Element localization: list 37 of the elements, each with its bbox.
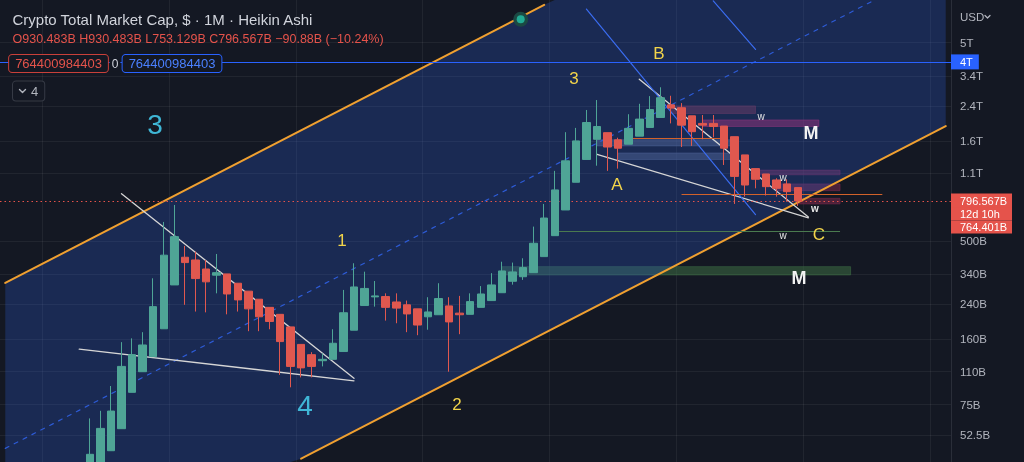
annotation: 2	[452, 394, 462, 414]
annotation: w	[778, 229, 788, 241]
y-tick-label: 160B	[960, 333, 988, 346]
annotation: C	[812, 224, 826, 244]
y-tick-label: 2.4T	[960, 99, 984, 112]
annotation: w	[756, 110, 766, 122]
ref-line-label: 796.567B	[960, 195, 1008, 208]
annotation: 4	[31, 83, 39, 99]
text: 764.401B	[960, 221, 1008, 233]
text: 12d 10h	[960, 208, 1000, 220]
y-tick-label: 500B	[960, 235, 988, 248]
annotation: 0	[111, 56, 119, 71]
ref-line-label: 4T	[960, 55, 974, 68]
y-tick-label: 340B	[960, 268, 988, 281]
annotation: A	[611, 174, 624, 194]
annotation: 764400984403	[128, 56, 216, 71]
annotation: 4	[297, 389, 313, 421]
y-tick-label: 5T	[960, 36, 974, 49]
annotation: w	[778, 171, 788, 183]
annotation: 3	[147, 108, 163, 140]
annotation: B	[653, 43, 665, 63]
text: O930.483B H930.483B L753.129B C796.567B −90.88B (−10.24%)	[12, 31, 384, 46]
y-tick-label: 75B	[960, 398, 981, 411]
annotation: M	[791, 268, 807, 288]
annotation: 3	[569, 68, 579, 88]
y-tick-label: 240B	[960, 298, 988, 311]
y-tick-label: 1.1T	[960, 167, 984, 180]
y-tick-label: 52.5B	[960, 429, 991, 442]
annotation: 1	[337, 230, 347, 250]
annotation: M	[803, 123, 819, 143]
y-tick-label: 3.4T	[960, 69, 984, 82]
annotation: 764400984403	[15, 56, 102, 71]
y-tick-label: 110B	[960, 365, 987, 378]
y-tick-label: 1.6T	[960, 134, 984, 147]
text: Crypto Total Market Cap, $ · 1M · Heikin Ashi	[12, 11, 313, 28]
annotation: w	[810, 202, 820, 214]
y-axis-title: USD	[960, 11, 985, 23]
